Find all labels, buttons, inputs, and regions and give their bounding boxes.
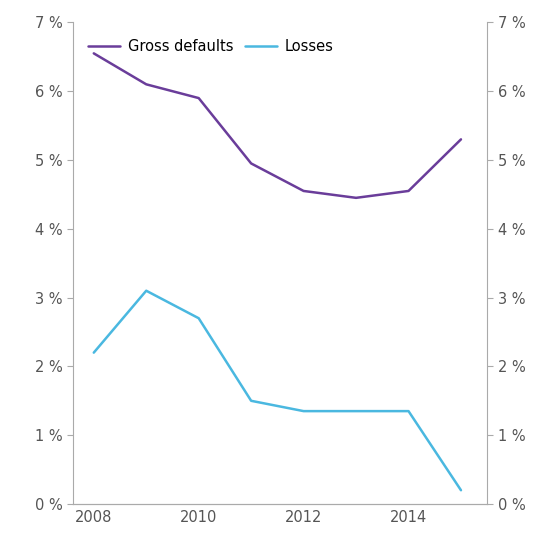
Legend: Gross defaults, Losses: Gross defaults, Losses bbox=[88, 39, 333, 54]
Gross defaults bbox=[405, 188, 412, 194]
Losses bbox=[195, 315, 202, 321]
Losses bbox=[353, 408, 360, 414]
Losses bbox=[90, 349, 97, 356]
Gross defaults bbox=[195, 95, 202, 101]
Gross defaults bbox=[300, 188, 307, 194]
Losses bbox=[405, 408, 412, 414]
Line: Losses: Losses bbox=[94, 291, 461, 490]
Losses bbox=[458, 487, 464, 493]
Losses bbox=[248, 398, 254, 404]
Line: Gross defaults: Gross defaults bbox=[94, 53, 461, 198]
Gross defaults bbox=[353, 194, 360, 201]
Gross defaults bbox=[143, 81, 150, 88]
Losses bbox=[300, 408, 307, 414]
Losses bbox=[143, 287, 150, 294]
Gross defaults bbox=[458, 136, 464, 143]
Gross defaults bbox=[248, 160, 254, 167]
Gross defaults bbox=[90, 50, 97, 57]
